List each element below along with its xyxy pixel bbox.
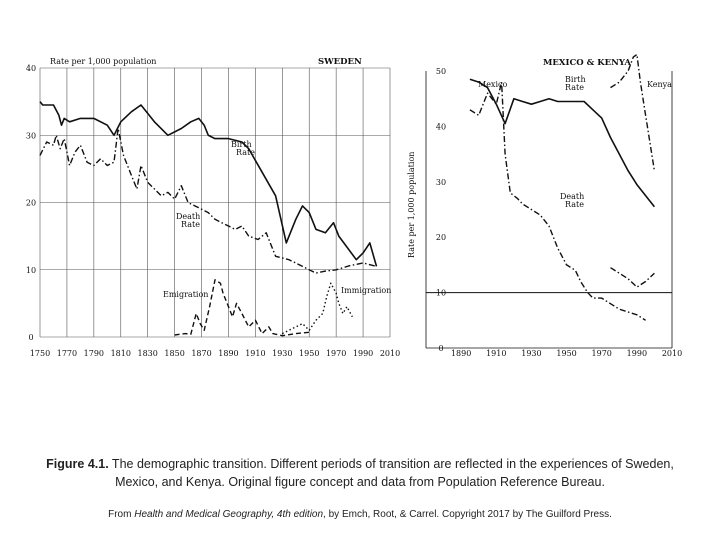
x-tick-label: 1750 xyxy=(30,349,50,358)
mexico-kenya-title: MEXICO & KENYA xyxy=(543,58,631,68)
sweden-emigration-label: Emigration xyxy=(163,290,208,299)
x-tick-label: 1950 xyxy=(556,349,576,358)
sweden-birth-rate-label: Birth Rate xyxy=(231,140,255,157)
x-tick-label: 1910 xyxy=(245,349,265,358)
x-tick-label: 2010 xyxy=(662,349,682,358)
death-rate-line xyxy=(39,127,377,274)
x-tick-label: 1910 xyxy=(486,349,506,358)
x-tick-label: 1830 xyxy=(138,349,158,358)
y-tick-label: 10 xyxy=(436,289,446,298)
sweden-immigration-label: Immigration xyxy=(341,286,391,295)
mexico-birth-rate-label: Birth Rate xyxy=(565,75,588,92)
label-line: Death xyxy=(560,192,584,201)
x-tick-label: 1790 xyxy=(84,349,104,358)
figure-credit: From Health and Medical Geography, 4th e… xyxy=(30,509,690,520)
x-tick-label: 1810 xyxy=(111,349,131,358)
sweden-series xyxy=(39,101,378,337)
y-tick-label: 20 xyxy=(436,233,446,242)
kenya-death-rate-line xyxy=(610,267,655,288)
y-tick-label: 30 xyxy=(436,178,446,187)
demographic-transition-figure: 0 10 20 30 40 1750 1770 1790 1810 1830 1850 1870 189… xyxy=(26,53,682,358)
x-tick-label: 1770 xyxy=(57,349,77,358)
x-tick-label: 1930 xyxy=(521,349,541,358)
mexico-birth-rate-line xyxy=(469,78,656,208)
label-line: Rate xyxy=(565,200,584,209)
credit-book-title: Health and Medical Geography, 4th editio… xyxy=(134,509,324,520)
mexico-kenya-y-axis-label: Rate per 1,000 population xyxy=(407,152,416,258)
sweden-axis-ticks: 0 10 20 30 40 1750 1770 1790 1810 1830 1850 1870 189… xyxy=(26,64,400,358)
label-line: Death xyxy=(176,212,200,221)
y-tick-label: 40 xyxy=(26,64,36,73)
label-line: Birth xyxy=(565,75,586,84)
mexico-kenya-axis-ticks: 0 10 20 30 40 50 1890 1910 1930 1950 1970 1990 2010 xyxy=(436,67,682,358)
credit-suffix: , by Emch, Root, & Carrel. Copyright 201… xyxy=(323,509,612,520)
x-tick-label: 1990 xyxy=(353,349,373,358)
sweden-title: SWEDEN xyxy=(318,57,362,67)
birth-rate-line xyxy=(39,101,378,267)
mexico-kenya-series xyxy=(469,53,656,321)
mexico-kenya-frame xyxy=(425,71,673,349)
kenya-label: Kenya xyxy=(647,80,672,89)
y-tick-label: 0 xyxy=(28,333,33,342)
y-tick-label: 40 xyxy=(436,122,446,131)
sweden-death-rate-label: Death Rate xyxy=(176,212,203,229)
label-line: Birth xyxy=(231,140,252,149)
x-tick-label: 1970 xyxy=(592,349,612,358)
x-tick-label: 1850 xyxy=(164,349,184,358)
x-tick-label: 1990 xyxy=(627,349,647,358)
credit-prefix: From xyxy=(108,509,135,520)
y-tick-label: 10 xyxy=(26,266,36,275)
label-line: Rate xyxy=(236,148,255,157)
x-tick-label: 1950 xyxy=(299,349,319,358)
x-tick-label: 1870 xyxy=(191,349,211,358)
y-tick-label: 0 xyxy=(438,344,443,353)
sweden-chart: 0 10 20 30 40 1750 1770 1790 1810 1830 1850 1870 189… xyxy=(26,57,400,358)
emigration-line xyxy=(174,279,310,337)
mexico-death-rate-label: Death Rate xyxy=(560,192,587,209)
figure-caption-text: The demographic transition. Different pe… xyxy=(108,457,674,489)
x-tick-label: 1890 xyxy=(451,349,471,358)
x-tick-label: 1930 xyxy=(272,349,292,358)
label-line: Rate xyxy=(181,220,200,229)
mexico-label: Mexico xyxy=(478,80,507,89)
sweden-grid xyxy=(39,67,391,338)
figure-caption: Figure 4.1. The demographic transition. … xyxy=(30,455,690,491)
figure-caption-label: Figure 4.1. xyxy=(46,457,109,471)
y-tick-label: 20 xyxy=(26,199,36,208)
sweden-y-axis-label: Rate per 1,000 population xyxy=(50,57,156,66)
kenya-birth-rate-line xyxy=(610,53,656,171)
mexico-death-rate-line xyxy=(469,81,646,321)
x-tick-label: 1970 xyxy=(326,349,346,358)
x-tick-label: 2010 xyxy=(380,349,400,358)
label-line: Rate xyxy=(565,83,584,92)
y-tick-label: 30 xyxy=(26,131,36,140)
x-tick-label: 1890 xyxy=(218,349,238,358)
y-tick-label: 50 xyxy=(436,67,446,76)
